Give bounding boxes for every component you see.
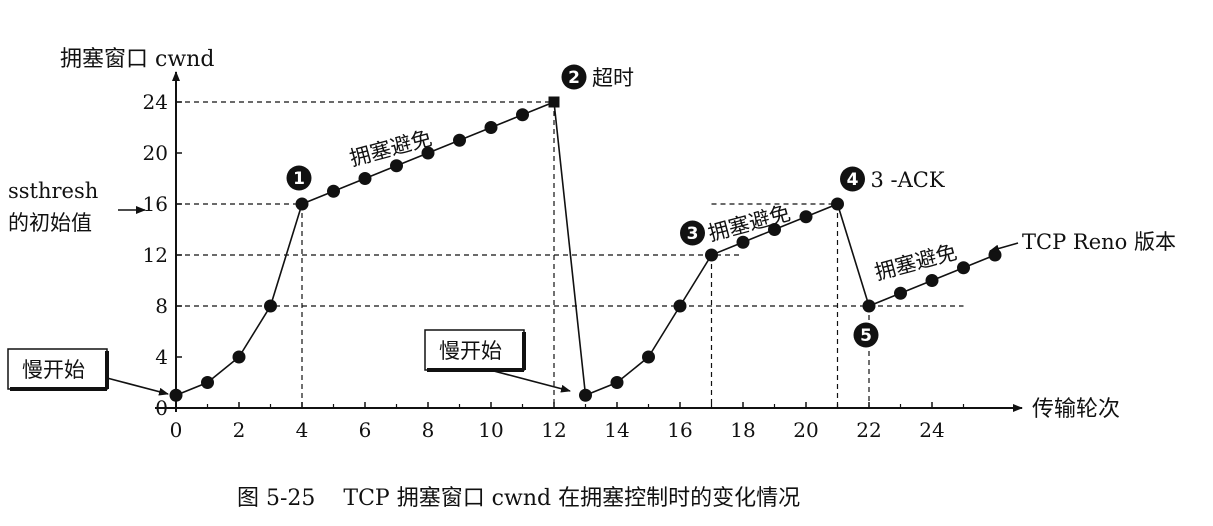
event-marker-2 [561,64,587,90]
data-point [673,299,687,313]
data-points [169,96,1002,402]
y-tick-label: 16 [143,192,168,216]
data-point [925,274,939,287]
event-marker-number-4: 4 [847,170,859,190]
event-marker-1 [286,165,312,191]
data-point [831,197,844,211]
x-tick-label: 20 [793,418,818,442]
x-tick-label: 4 [296,418,309,442]
x-tick-label: 24 [919,418,944,442]
slow-start-label-1: 慢开始 [22,358,85,382]
x-tick-label: 10 [478,418,503,442]
event-marker-5 [853,322,879,348]
data-point [358,172,372,185]
data-point [799,210,813,224]
data-point [548,96,560,108]
data-point [421,146,435,160]
data-point [295,197,309,211]
slow-start-arrow-1 [106,377,169,396]
y-axis-label: 拥塞窗口 cwnd [60,47,214,72]
x-tick-label: 12 [541,418,566,442]
y-tick-label: 4 [155,345,168,369]
data-point [232,350,246,364]
data-point [484,121,498,134]
slow-start-label-2: 慢开始 [439,339,502,363]
data-point [264,299,277,313]
y-tick-label: 8 [155,294,168,318]
event-marker-label-2: 超时 [592,66,634,90]
reno-arrow [989,242,1019,253]
x-tick-label: 0 [170,418,183,442]
event-marker-number-2: 2 [568,68,580,88]
data-point [579,388,592,402]
event-marker-3 [680,220,705,246]
y-tick-label: 24 [143,90,168,114]
y-ticks: 0 4 8 12 16 20 24 [143,90,182,420]
cwnd-series-line [175,100,996,397]
event-marker-number-1: 1 [293,169,305,189]
x-tick-label: 6 [359,418,372,442]
axes [155,71,1023,412]
series-line-group [175,100,996,397]
data-point [201,376,214,389]
event-marker-number-3: 3 [687,224,699,244]
x-tick-label: 18 [730,418,755,442]
x-tick-label: 22 [856,418,881,442]
data-point [957,261,970,275]
data-point [610,376,624,389]
ssthresh-label-line2: 的初始值 [8,211,92,235]
slow-start-box-2: 慢开始 [424,329,526,372]
x-tick-label: 16 [667,418,692,442]
data-point [894,286,907,300]
y-tick-label: 20 [143,141,168,165]
event-marker-number-5: 5 [860,326,872,346]
x-ticks: 0 2 4 6 8 10 12 14 16 18 20 22 24 [170,402,965,442]
data-point [768,223,781,236]
data-point [169,388,183,402]
event-marker-label-4: 3 -ACK [871,168,945,192]
data-point [390,159,403,173]
x-axis-label: 传输轮次 [1032,397,1120,422]
y-tick-label: 0 [155,396,168,420]
slow-start-arrow-2 [489,369,571,393]
data-point [862,299,876,313]
reno-version-label: TCP Reno 版本 [1022,230,1176,254]
x-tick-label: 14 [604,418,629,442]
data-point [327,184,340,198]
data-point [453,133,466,147]
dashed-guides [176,101,964,408]
data-point [516,108,529,122]
event-marker-4 [840,166,865,192]
data-point [705,248,718,262]
y-tick-label: 12 [143,243,168,267]
x-tick-label: 2 [233,418,246,442]
data-point [736,235,750,249]
x-tick-label: 8 [422,418,435,442]
figure-caption: 图 5-25 TCP 拥塞窗口 cwnd 在拥塞控制时的变化情况 [237,486,800,511]
data-point [642,350,655,364]
slow-start-box-1: 慢开始 [7,348,109,391]
congestion-avoidance-label-2: 拥塞避免 [872,240,959,285]
ssthresh-label-line1: ssthresh [8,179,98,203]
